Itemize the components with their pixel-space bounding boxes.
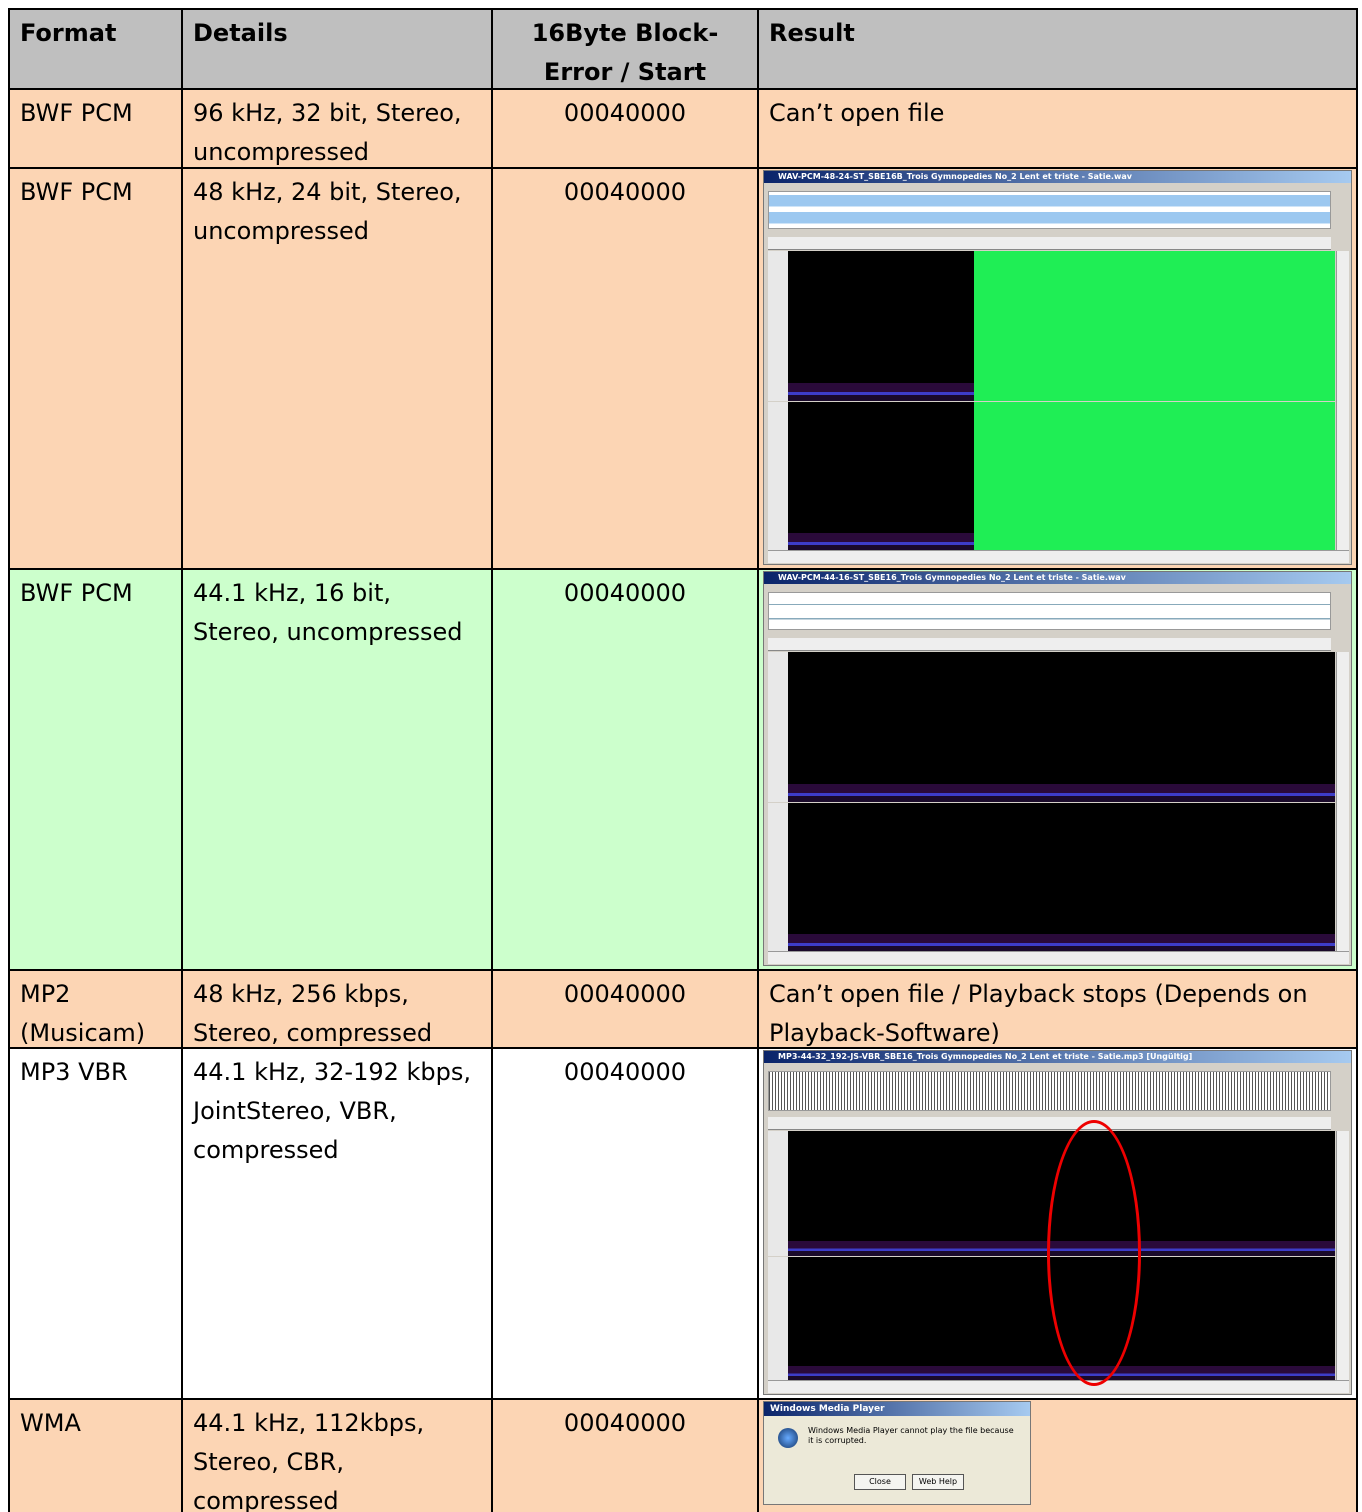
window-title: MP3-44-32_192-JS-VBR_SBE16_Trois Gymnope… (764, 1051, 1351, 1063)
screenshot: WAV-PCM-48-24-ST_SBE16B_Trois Gymnopedie… (763, 170, 1352, 565)
window-title: WAV-PCM-44-16-ST_SBE16_Trois Gymnopedies… (764, 572, 1351, 584)
table-cell: Details (181, 8, 493, 90)
waveform (768, 1071, 1331, 1111)
window-title: WAV-PCM-48-24-ST_SBE16B_Trois Gymnopedie… (764, 171, 1351, 183)
dialog-button[interactable]: Web Help (912, 1474, 964, 1490)
table-cell: Can’t open file (757, 88, 1358, 169)
table-cell: 00040000 (491, 969, 759, 1049)
freq-axis (768, 251, 788, 401)
table-cell: BWF PCM (8, 88, 183, 169)
screenshot: WAV-PCM-44-16-ST_SBE16_Trois Gymnopedies… (763, 571, 1352, 966)
scrollbar (1336, 652, 1349, 951)
ruler (768, 237, 1331, 250)
table-cell: BWF PCM (8, 568, 183, 971)
table-cell: 96 kHz, 32 bit, Stereo, uncompressed (181, 88, 493, 169)
waveform (768, 191, 1331, 229)
noise-region (973, 401, 1335, 551)
ruler (768, 638, 1331, 651)
table-cell: 48 kHz, 256 kbps, Stereo, compressed (181, 969, 493, 1049)
table-cell: 48 kHz, 24 bit, Stereo, uncompressed (181, 167, 493, 570)
scrollbar (1336, 1131, 1349, 1380)
table-cell: Format (8, 8, 183, 90)
table-cell: 44.1 kHz, 16 bit, Stereo, uncompressed (181, 568, 493, 971)
freq-axis (768, 1256, 788, 1381)
dialog-title: Windows Media Player (764, 1402, 1030, 1416)
dialog: Windows Media Player Windows Media Player… (763, 1401, 1031, 1505)
dialog-message: Windows Media Player cannot play the fil… (808, 1426, 1014, 1445)
scrollbar (768, 951, 1349, 964)
table-cell: 00040000 (491, 568, 759, 971)
ruler (768, 1117, 1331, 1130)
freq-axis (768, 652, 788, 802)
highlight-circle (1046, 1120, 1141, 1386)
freq-axis (768, 802, 788, 952)
spectrogram (788, 251, 1335, 401)
table-cell: MP3 VBR (8, 1047, 183, 1400)
table-cell: Can’t open file / Playback stops (Depend… (757, 969, 1358, 1049)
waveform (768, 592, 1331, 630)
screenshot: MP3-44-32_192-JS-VBR_SBE16_Trois Gymnope… (763, 1050, 1352, 1395)
scrollbar (768, 550, 1349, 563)
table-cell: BWF PCM (8, 167, 183, 570)
table-cell: MP2 (Musicam) (8, 969, 183, 1049)
table-cell: 16Byte Block-Error / Start (491, 8, 759, 90)
table-cell: 44.1 kHz, 32-192 kbps, JointStereo, VBR,… (181, 1047, 493, 1400)
table-cell: Result (757, 8, 1358, 90)
spectrogram (788, 652, 1335, 802)
dialog-icon (778, 1428, 798, 1448)
table-cell: WMA (8, 1398, 183, 1512)
table-cell: 00040000 (491, 167, 759, 570)
table-cell: 00040000 (491, 88, 759, 169)
scrollbar (768, 1380, 1349, 1393)
freq-axis (768, 1131, 788, 1256)
freq-axis (768, 401, 788, 551)
spectrogram (788, 802, 1335, 952)
table-cell: 00040000 (491, 1047, 759, 1400)
spectrogram (788, 401, 1335, 551)
table-cell: 44.1 kHz, 112kbps, Stereo, CBR, compress… (181, 1398, 493, 1512)
scrollbar (1336, 251, 1349, 550)
dialog-button[interactable]: Close (854, 1474, 906, 1490)
noise-region (973, 251, 1335, 401)
table-cell: 00040000 (491, 1398, 759, 1512)
